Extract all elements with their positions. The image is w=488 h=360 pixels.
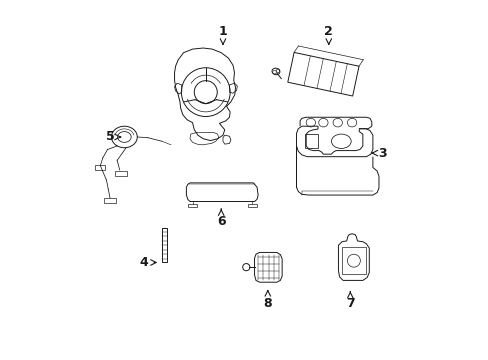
Text: 8: 8 [263,291,271,310]
Text: 6: 6 [217,209,225,228]
Text: 2: 2 [324,25,332,44]
Text: 1: 1 [218,25,227,44]
Text: 5: 5 [105,130,120,144]
Text: 4: 4 [140,256,156,269]
Text: 7: 7 [345,292,354,310]
Text: 3: 3 [371,147,386,159]
